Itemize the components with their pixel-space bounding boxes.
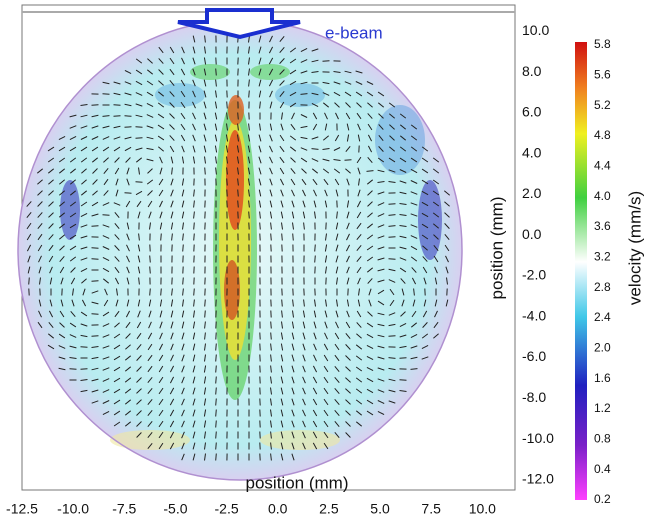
colorbar-tick-label: 5.2 — [594, 98, 611, 112]
velocity-patch — [155, 83, 205, 107]
y-tick-label: 6.0 — [522, 104, 542, 120]
velocity-patch — [250, 64, 290, 80]
colorbar-label: velocity (mm/s) — [625, 191, 644, 305]
velocity-patch — [228, 95, 244, 125]
velocity-patch — [60, 180, 80, 240]
velocity-patch — [226, 130, 244, 230]
y-tick-label: -6.0 — [522, 348, 546, 364]
y-tick-label: -4.0 — [522, 307, 546, 323]
y-tick-label: -8.0 — [522, 389, 546, 405]
y-axis-label: position (mm) — [487, 197, 506, 300]
velocity-patch — [418, 180, 442, 260]
x-tick-label: 0.0 — [268, 501, 288, 517]
beam-arrow — [177, 8, 301, 40]
y-tick-label: 2.0 — [522, 185, 542, 201]
colorbar-tick-label: 5.6 — [594, 68, 611, 82]
y-tick-label: 0.0 — [522, 226, 542, 242]
x-tick-label: -7.5 — [112, 501, 136, 517]
colorbar-tick-label: 1.6 — [594, 371, 611, 385]
y-tick-label: 10.0 — [522, 22, 549, 38]
x-tick-label: -12.5 — [6, 501, 38, 517]
velocity-patch — [190, 64, 230, 80]
velocity-patch — [375, 105, 425, 175]
colorbar-tick-label: 0.8 — [594, 432, 611, 446]
velocity-patch — [260, 430, 340, 450]
y-tick-label: -10.0 — [522, 430, 554, 446]
colorbar-tick-label: 3.6 — [594, 219, 611, 233]
x-tick-label: 2.5 — [319, 501, 339, 517]
x-tick-label: -2.5 — [215, 501, 239, 517]
velocity-patch — [275, 83, 325, 107]
velocity-patch — [110, 430, 190, 450]
colorbar — [575, 42, 587, 500]
colorbar-tick-label: 2.0 — [594, 341, 611, 355]
velocity-patch — [224, 260, 240, 320]
colorbar-tick-label: 4.0 — [594, 189, 611, 203]
colorbar-tick-label: 2.4 — [594, 310, 611, 324]
y-tick-label: -12.0 — [522, 471, 554, 487]
colorbar-tick-label: 0.2 — [594, 492, 611, 506]
colorbar-tick-label: 0.4 — [594, 462, 611, 476]
x-tick-label: -10.0 — [57, 501, 89, 517]
y-tick-label: 4.0 — [522, 144, 542, 160]
flow-vectors — [26, 35, 451, 461]
colorbar-tick-label: 1.2 — [594, 401, 611, 415]
x-tick-label: 7.5 — [421, 501, 441, 517]
flow-field — [17, 19, 463, 481]
x-tick-label: -5.0 — [163, 501, 187, 517]
colorbar-tick-label: 4.8 — [594, 128, 611, 142]
colorbar-tick-label: 5.8 — [594, 37, 611, 51]
colorbar-tick-label: 4.4 — [594, 159, 611, 173]
annotation: e-beam — [325, 23, 383, 42]
x-axis-label: position (mm) — [246, 473, 349, 492]
colorbar-tick-label: 3.2 — [594, 250, 611, 264]
x-tick-label: 5.0 — [370, 501, 390, 517]
y-tick-label: -2.0 — [522, 267, 546, 283]
colorbar-tick-label: 2.8 — [594, 280, 611, 294]
x-tick-label: 10.0 — [469, 501, 496, 517]
y-tick-label: 8.0 — [522, 63, 542, 79]
